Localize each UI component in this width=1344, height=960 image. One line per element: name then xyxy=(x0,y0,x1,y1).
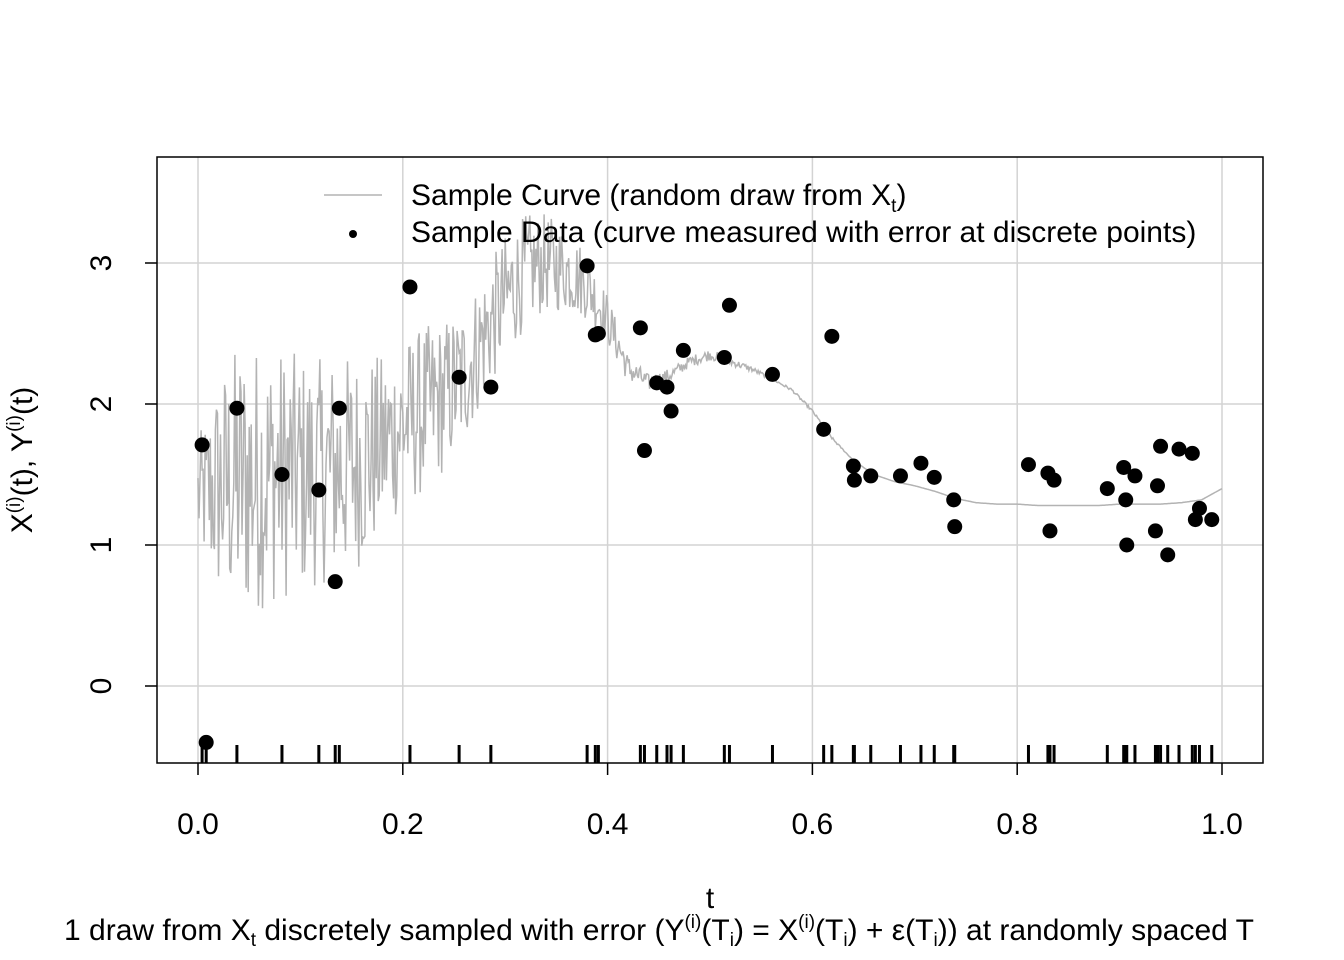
data-point xyxy=(1171,441,1187,457)
data-point xyxy=(716,349,732,365)
legend: Sample Curve (random draw from Xt) Sampl… xyxy=(324,179,1196,249)
y-tick-label: 2 xyxy=(85,396,118,413)
rug-ticks xyxy=(200,745,1214,763)
data-point xyxy=(194,437,210,453)
data-point xyxy=(863,468,879,484)
grid-lines xyxy=(157,157,1263,763)
data-point xyxy=(1191,500,1207,516)
data-point xyxy=(451,369,467,385)
x-tick-label: 0.2 xyxy=(382,808,424,841)
data-point xyxy=(1160,547,1176,563)
data-point xyxy=(1187,512,1203,528)
y-tick-label: 3 xyxy=(85,255,118,272)
data-point xyxy=(764,366,780,382)
data-point xyxy=(590,326,606,341)
data-point xyxy=(947,519,963,535)
data-point xyxy=(663,403,679,419)
x-axis-label: t xyxy=(706,882,715,915)
data-point xyxy=(1020,457,1036,473)
data-point xyxy=(1116,459,1132,475)
legend-label-data: Sample Data (curve measured with error a… xyxy=(411,216,1196,249)
data-point xyxy=(402,279,418,295)
data-point xyxy=(1046,472,1062,488)
data-point xyxy=(721,297,737,313)
y-axis-label: X(i)(t), Y(i)(t) xyxy=(4,387,39,534)
data-point xyxy=(946,492,962,508)
data-point xyxy=(824,328,840,344)
data-point xyxy=(926,469,942,485)
x-tick-label: 0.8 xyxy=(996,808,1038,841)
x-tick-label: 0.0 xyxy=(177,808,219,841)
data-point xyxy=(892,468,908,484)
x-tick-label: 1.0 xyxy=(1201,808,1243,841)
data-point xyxy=(1204,512,1220,528)
data-point xyxy=(1149,478,1165,494)
sample-curve-layer xyxy=(197,214,1223,609)
data-point xyxy=(1184,445,1200,461)
data-point xyxy=(483,379,499,395)
data-point xyxy=(229,400,245,416)
y-tick-label: 1 xyxy=(85,537,118,554)
data-point xyxy=(1153,438,1169,454)
data-point xyxy=(913,455,929,471)
data-point xyxy=(632,320,648,336)
data-point xyxy=(327,574,343,590)
plot-frame xyxy=(156,156,1264,764)
data-point xyxy=(1127,468,1143,484)
data-point xyxy=(636,443,652,459)
data-point xyxy=(274,467,290,482)
data-point xyxy=(1147,523,1163,539)
sample-curve-line xyxy=(197,214,1223,609)
y-tick-label: 0 xyxy=(85,678,118,695)
data-point xyxy=(331,400,347,416)
sample-data-points xyxy=(194,258,1220,750)
data-point xyxy=(1042,523,1058,539)
data-point xyxy=(1118,492,1134,508)
x-tick-label: 0.4 xyxy=(587,808,629,841)
data-point xyxy=(659,379,675,395)
data-point xyxy=(675,342,691,358)
data-point xyxy=(311,482,327,498)
data-point xyxy=(1119,537,1135,553)
legend-point-swatch xyxy=(349,230,357,238)
data-point xyxy=(845,458,861,474)
data-point xyxy=(579,258,595,274)
legend-label-curve: Sample Curve (random draw from Xt) xyxy=(411,179,906,217)
data-point xyxy=(1099,481,1115,497)
axes: 0.0 0.2 0.4 0.6 0.8 1.0 0 1 2 3 xyxy=(85,255,1243,841)
data-point xyxy=(816,421,832,437)
data-point xyxy=(846,472,862,488)
x-tick-label: 0.6 xyxy=(792,808,834,841)
figure-caption: 1 draw from Xt discretely sampled with e… xyxy=(64,912,1254,951)
